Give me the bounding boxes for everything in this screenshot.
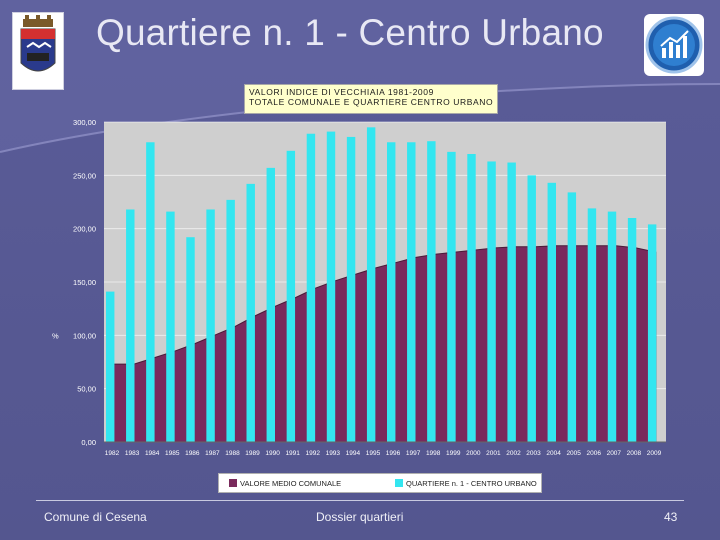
bar-quartiere bbox=[407, 142, 416, 442]
bar-quartiere bbox=[487, 161, 496, 442]
bar-quartiere bbox=[126, 209, 135, 442]
y-tick-label: 250,00 bbox=[73, 171, 96, 180]
x-tick-label: 1992 bbox=[306, 450, 321, 457]
legend-label-comunale: VALORE MEDIO COMUNALE bbox=[240, 478, 342, 488]
bar-quartiere bbox=[286, 150, 296, 443]
x-tick-label: 1986 bbox=[185, 450, 200, 457]
bar-quartiere bbox=[346, 136, 356, 442]
bar-quartiere bbox=[146, 142, 155, 442]
bar-quartiere bbox=[326, 131, 336, 442]
bar-quartiere bbox=[226, 199, 235, 442]
bar-quartiere bbox=[647, 224, 657, 442]
x-tick-label: 1995 bbox=[366, 450, 381, 457]
bar-quartiere bbox=[186, 237, 195, 442]
x-tick-label: 1998 bbox=[426, 450, 441, 457]
bar-quartiere bbox=[547, 182, 557, 443]
x-tick-label: 2005 bbox=[566, 450, 581, 457]
chart-title-line-1: VALORI INDICE DI VECCHIAIA 1981-2009 bbox=[249, 87, 434, 97]
x-tick-label: 2002 bbox=[506, 450, 521, 457]
x-tick-label: 1991 bbox=[285, 450, 300, 457]
x-tick-label: 1990 bbox=[265, 450, 280, 457]
bar-quartiere bbox=[266, 167, 276, 442]
x-tick-label: 2006 bbox=[587, 450, 602, 457]
x-tick-label: 1984 bbox=[145, 450, 160, 457]
city-crest-logo bbox=[12, 12, 64, 90]
legend-swatch-comunale bbox=[229, 479, 237, 487]
x-tick-label: 1983 bbox=[125, 450, 140, 457]
bar-quartiere bbox=[206, 209, 215, 442]
chart-legend: VALORE MEDIO COMUNALE QUARTIERE n. 1 - C… bbox=[218, 473, 542, 493]
x-tick-label: 2009 bbox=[647, 450, 662, 457]
x-tick-label: 1996 bbox=[386, 450, 401, 457]
bar-quartiere bbox=[106, 291, 115, 442]
bar-quartiere bbox=[467, 154, 476, 442]
x-tick-label: 1993 bbox=[326, 450, 341, 457]
page-number: 43 bbox=[664, 510, 678, 524]
bar-quartiere bbox=[607, 211, 617, 442]
x-tick-label: 1985 bbox=[165, 450, 180, 457]
x-tick-label: 1997 bbox=[406, 450, 421, 457]
chart-title-line-2: TOTALE COMUNALE E QUARTIERE CENTRO URBAN… bbox=[249, 97, 494, 107]
chart-title-box: VALORI INDICE DI VECCHIAIA 1981-2009 TOT… bbox=[244, 84, 498, 114]
y-tick-label: 300,00 bbox=[73, 118, 96, 127]
bar-quartiere bbox=[306, 133, 316, 442]
bar-quartiere bbox=[587, 208, 597, 442]
legend-swatch-quartiere bbox=[395, 479, 403, 487]
x-tick-label: 1982 bbox=[105, 450, 120, 457]
bar-quartiere bbox=[507, 162, 516, 442]
bar-quartiere bbox=[366, 127, 376, 442]
bar-quartiere bbox=[527, 175, 536, 443]
bar-quartiere bbox=[387, 142, 396, 442]
chart-area: 0,00 50,00 100,00 150,00 200,00 250,00 300,00%… bbox=[52, 118, 666, 457]
x-tick-label: 1987 bbox=[205, 450, 220, 457]
x-tick-label: 2007 bbox=[607, 450, 622, 457]
x-tick-label: 1988 bbox=[225, 450, 240, 457]
y-tick-label: 200,00 bbox=[73, 225, 96, 234]
slide-title: Quartiere n. 1 - Centro Urbano bbox=[96, 12, 604, 53]
bar-quartiere bbox=[427, 141, 436, 442]
x-tick-label: 2004 bbox=[546, 450, 561, 457]
x-tick-label: 1989 bbox=[245, 450, 260, 457]
x-tick-label: 1994 bbox=[346, 450, 361, 457]
legend-label-quartiere: QUARTIERE n. 1 - CENTRO URBANO bbox=[406, 478, 537, 488]
x-tick-label: 2008 bbox=[627, 450, 642, 457]
x-tick-label: 2003 bbox=[526, 450, 541, 457]
bar-quartiere bbox=[627, 218, 637, 442]
bar-quartiere bbox=[567, 192, 577, 442]
y-tick-label: 100,00 bbox=[73, 331, 96, 340]
y-tick-label: 0,00 bbox=[81, 438, 96, 447]
legend-item-comunale: VALORE MEDIO COMUNALE bbox=[219, 479, 375, 488]
bar-quartiere bbox=[166, 211, 175, 442]
bar-quartiere bbox=[447, 151, 456, 442]
y-tick-label: 50,00 bbox=[77, 385, 96, 394]
y-axis-label: % bbox=[52, 331, 59, 340]
bar-quartiere bbox=[246, 183, 255, 442]
chart-logo-icon bbox=[644, 14, 704, 76]
x-tick-label: 2000 bbox=[466, 450, 481, 457]
x-tick-label: 1999 bbox=[446, 450, 461, 457]
x-tick-label: 2001 bbox=[486, 450, 501, 457]
y-tick-label: 150,00 bbox=[73, 278, 96, 287]
legend-item-quartiere: QUARTIERE n. 1 - CENTRO URBANO bbox=[375, 479, 541, 488]
footer-center-text: Dossier quartieri bbox=[316, 510, 404, 524]
footer-divider bbox=[36, 500, 684, 501]
footer-left-text: Comune di Cesena bbox=[44, 510, 147, 524]
